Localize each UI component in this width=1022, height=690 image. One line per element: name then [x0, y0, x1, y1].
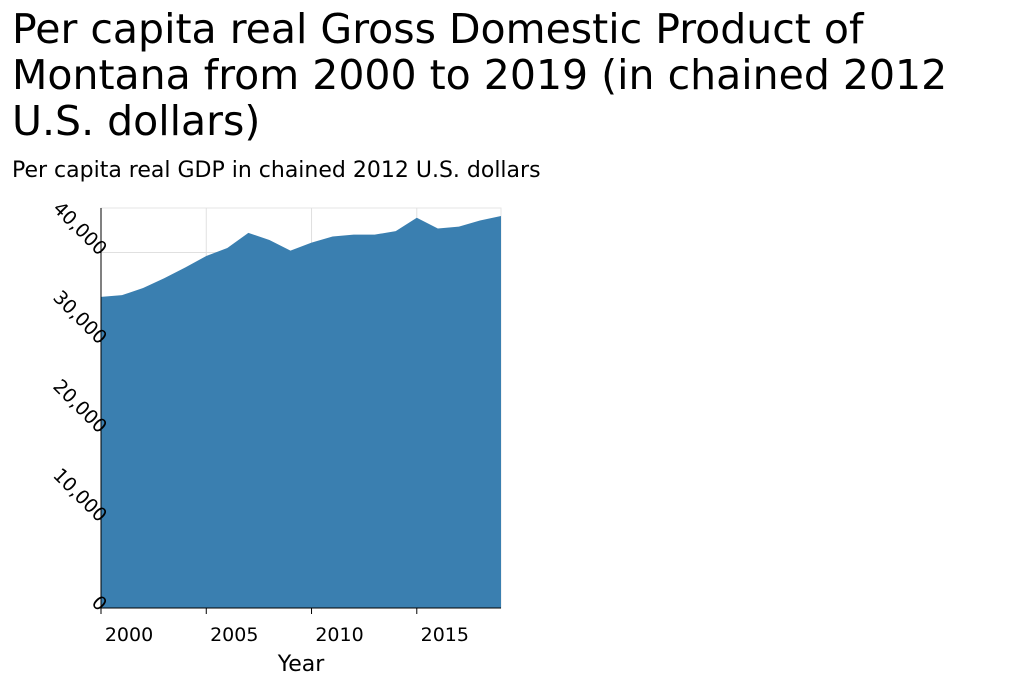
area-series-fill [101, 216, 501, 608]
x-tick-label: 2015 [421, 624, 469, 646]
x-tick-label: 2010 [315, 624, 363, 646]
x-axis-title: Year [277, 652, 326, 677]
x-tick-label: 2005 [210, 624, 258, 646]
chart-title: Per capita real Gross Domestic Product o… [12, 5, 948, 145]
y-axis-title: Per capita real GDP in chained 2012 U.S.… [12, 158, 541, 183]
y-tick-label: 40,000 [48, 197, 111, 260]
y-tick-label: 0 [87, 591, 111, 615]
series-area [101, 216, 501, 608]
x-tick-label: 2000 [105, 624, 153, 646]
